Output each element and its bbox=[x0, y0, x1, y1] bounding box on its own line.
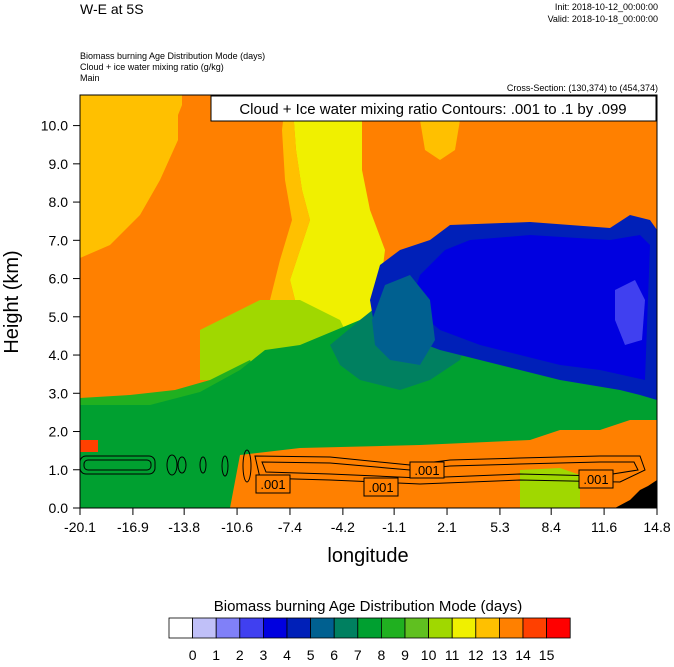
contour-label-group: .001 .001 .001 .001 bbox=[255, 461, 614, 497]
valid-time: Valid: 2018-10-18_00:00:00 bbox=[547, 14, 658, 24]
colorbar-label: 12 bbox=[468, 647, 484, 663]
colorbar-swatch bbox=[262, 617, 288, 639]
contour-info-text: Cloud + Ice water mixing ratio Contours:… bbox=[239, 101, 626, 118]
x-tick-label: -4.2 bbox=[331, 519, 355, 535]
y-tick-label: 6.0 bbox=[49, 271, 69, 287]
contour-label: .001 bbox=[260, 477, 285, 492]
contour-label: .001 bbox=[583, 472, 608, 487]
colorbar-swatch bbox=[404, 617, 430, 639]
colorbar-title: Biomass burning Age Distribution Mode (d… bbox=[214, 598, 522, 615]
colorbar-swatch bbox=[215, 617, 241, 639]
region-15-patch bbox=[80, 440, 98, 452]
colorbar-label: 9 bbox=[401, 647, 409, 663]
init-time: Init: 2018-10-12_00:00:00 bbox=[554, 2, 658, 12]
contour-label-box bbox=[578, 469, 614, 489]
contour-label-box bbox=[363, 477, 399, 497]
x-tick-label: -1.1 bbox=[382, 519, 406, 535]
region-6-dark-teal bbox=[372, 275, 435, 365]
colorbar-label: 8 bbox=[378, 647, 386, 663]
terrain bbox=[615, 480, 657, 508]
colorbar-label: 11 bbox=[445, 647, 460, 663]
region-4-blue-inner bbox=[410, 235, 650, 380]
region-13-column-edge bbox=[270, 95, 310, 330]
x-axis-title: longitude bbox=[327, 545, 408, 567]
colorbar-swatch bbox=[192, 617, 217, 639]
colorbar-label: 5 bbox=[307, 647, 315, 663]
contour-label: .001 bbox=[368, 480, 393, 495]
colorbar-swatch bbox=[522, 617, 548, 639]
field-label-main: Main bbox=[80, 73, 100, 83]
colorbar-swatch bbox=[498, 617, 524, 639]
colorbar-label: 7 bbox=[354, 647, 362, 663]
colorbar-swatch bbox=[546, 617, 571, 639]
x-tick-label: 14.8 bbox=[643, 519, 670, 535]
colorbar-swatch bbox=[475, 617, 500, 639]
contour-label: .001 bbox=[414, 463, 439, 478]
colorbar-label: 1 bbox=[212, 647, 220, 663]
region-12-column bbox=[290, 95, 385, 340]
y-tick-label: 9.0 bbox=[49, 156, 69, 172]
y-tick-label: 5.0 bbox=[49, 309, 69, 325]
y-tick-label: 4.0 bbox=[49, 347, 69, 363]
colorbar-label: 2 bbox=[236, 647, 244, 663]
cross-section-label: Cross-Section: (130,374) to (454,374) bbox=[506, 83, 658, 93]
y-tick-label: 8.0 bbox=[49, 194, 69, 210]
colorbar-label: 14 bbox=[515, 647, 531, 663]
contour-info-box bbox=[210, 95, 657, 122]
y-tick-label: 3.0 bbox=[49, 385, 69, 401]
x-tick-label: 11.6 bbox=[591, 519, 617, 535]
colorbar-label: 15 bbox=[539, 647, 555, 663]
colorbar-label: 10 bbox=[421, 647, 437, 663]
colorbar-label: 13 bbox=[492, 647, 508, 663]
colorbar-swatch bbox=[286, 617, 312, 639]
y-tick-label: 1.0 bbox=[49, 462, 69, 478]
y-tick-label: 0.0 bbox=[49, 500, 69, 516]
field-label-biomass: Biomass burning Age Distribution Mode (d… bbox=[80, 51, 266, 61]
x-tick-label: -20.1 bbox=[64, 519, 96, 535]
x-tick-label: 8.4 bbox=[541, 519, 561, 535]
field-label-cloud: Cloud + ice water mixing ratio (g/kg) bbox=[80, 62, 224, 72]
x-tick-label: -13.8 bbox=[168, 519, 200, 535]
x-tick-label: -16.9 bbox=[117, 519, 149, 535]
colorbar: 0 1 2 3 4 5 6 7 8 9 10 11 12 13 14 15 bbox=[168, 617, 571, 663]
x-axis: -20.1 -16.9 -13.8 -10.6 -7.4 -4.2 -1.1 2.1 5.3 8.… bbox=[64, 508, 671, 535]
x-tick-label: 5.3 bbox=[490, 519, 510, 535]
colorbar-swatch bbox=[451, 617, 477, 639]
y-axis: 0.0 1.0 2.0 3.0 4.0 5.0 6.0 7.0 8.0 9.0 10.0 bbox=[41, 118, 80, 516]
x-tick-label: 2.1 bbox=[437, 519, 457, 535]
colorbar-swatch bbox=[428, 617, 453, 639]
region-11-bottom bbox=[520, 468, 580, 508]
colorbar-swatch bbox=[333, 617, 359, 639]
region-11-mid bbox=[200, 300, 350, 380]
colorbar-swatch bbox=[380, 617, 406, 639]
colorbar-label: 4 bbox=[283, 647, 291, 663]
contour-label-box bbox=[255, 474, 291, 494]
region-3-blue-patch bbox=[615, 280, 645, 345]
plot-frame bbox=[79, 94, 658, 509]
y-tick-label: 7.0 bbox=[49, 232, 69, 248]
region-13-top-left bbox=[80, 95, 182, 258]
x-tick-label: -10.6 bbox=[221, 519, 253, 535]
contour-label-box bbox=[409, 461, 445, 479]
y-tick-label: 10.0 bbox=[41, 118, 68, 134]
colorbar-label: 3 bbox=[260, 647, 268, 663]
y-axis-title: Height (km) bbox=[1, 250, 23, 353]
colorbar-label: 6 bbox=[330, 647, 338, 663]
y-tick-label: 2.0 bbox=[49, 424, 69, 440]
chart-title: W-E at 5S bbox=[80, 1, 144, 17]
colorbar-swatch bbox=[310, 617, 335, 639]
plot-area bbox=[80, 95, 657, 508]
colorbar-swatch bbox=[357, 617, 382, 639]
colorbar-swatch bbox=[239, 617, 264, 639]
colorbar-swatch bbox=[168, 617, 194, 639]
x-tick-label: -7.4 bbox=[278, 519, 302, 535]
colorbar-label: 0 bbox=[189, 647, 197, 663]
